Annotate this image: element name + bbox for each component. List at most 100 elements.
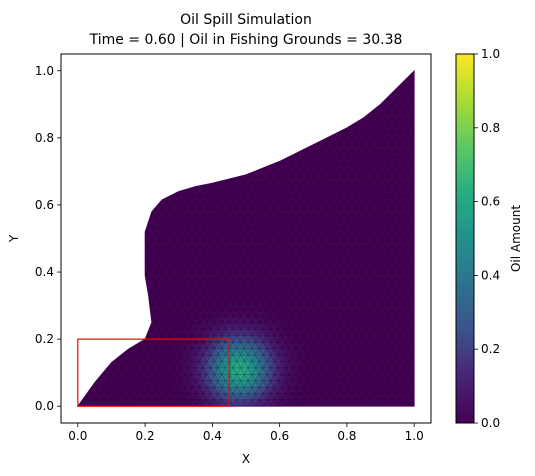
mesh-cell: [203, 373, 212, 381]
mesh-cell: [173, 271, 182, 279]
mesh-cell: [354, 380, 364, 388]
mesh-cell: [373, 246, 382, 253]
mesh-cell: [277, 406, 286, 407]
mesh-cell: [377, 252, 386, 260]
mesh-cell: [303, 188, 312, 196]
mesh-cell: [369, 163, 378, 170]
mesh-cell: [147, 201, 156, 209]
mesh-cell: [229, 341, 238, 349]
mesh-cell: [336, 348, 345, 356]
mesh-cell: [177, 188, 186, 196]
mesh-cell: [166, 406, 175, 407]
mesh-cell: [358, 207, 367, 215]
mesh-cell: [332, 329, 341, 337]
mesh-cell: [177, 303, 186, 311]
mesh-cell: [258, 329, 267, 337]
mesh-cell: [377, 354, 386, 362]
mesh-cell: [103, 405, 112, 407]
mesh-cell: [351, 258, 360, 266]
mesh-cell: [410, 354, 415, 362]
mesh-cell: [166, 361, 175, 369]
mesh-cell: [377, 137, 386, 145]
mesh-cell: [214, 405, 223, 407]
mesh-cell: [288, 290, 297, 298]
mesh-cell: [192, 380, 201, 388]
mesh-cell: [155, 303, 164, 311]
mesh-cell: [251, 329, 260, 337]
mesh-cell: [380, 118, 389, 126]
mesh-cell: [151, 271, 160, 279]
mesh-cell: [240, 182, 249, 190]
mesh-cell: [358, 386, 367, 394]
x-tick-label: 1.0: [405, 429, 424, 443]
mesh-cell: [269, 258, 278, 266]
mesh-cell: [321, 143, 330, 151]
mesh-cell: [295, 188, 304, 196]
mesh-cell: [369, 380, 378, 388]
mesh-cell: [377, 278, 386, 285]
mesh-cell: [343, 348, 352, 356]
mesh-cell: [362, 303, 371, 311]
mesh-cell: [354, 316, 364, 324]
mesh-cell: [410, 214, 415, 222]
mesh-cell: [155, 329, 164, 337]
mesh-cell: [229, 303, 238, 311]
mesh-cell: [266, 252, 275, 260]
mesh-cell: [210, 361, 219, 369]
mesh-cell: [340, 303, 349, 311]
mesh-cell: [280, 303, 290, 311]
colorbar-tick-label: 0.4: [481, 268, 500, 282]
mesh-cell: [155, 405, 164, 407]
mesh-cell: [173, 361, 182, 369]
mesh-cell: [388, 220, 397, 228]
mesh-cell: [240, 220, 249, 228]
y-axis-ticks: 0.0 0.2 0.4 0.6 0.8 1.0: [35, 64, 61, 413]
mesh-cell: [166, 220, 175, 228]
mesh-cell: [99, 406, 108, 407]
mesh-cell: [203, 182, 212, 190]
mesh-cell: [240, 246, 249, 253]
mesh-cell: [406, 73, 415, 81]
mesh-cell: [177, 316, 186, 324]
x-tick-label: 0.4: [203, 429, 222, 443]
mesh-cell: [262, 348, 271, 356]
mesh-cell: [358, 406, 367, 407]
mesh-cell: [303, 354, 312, 362]
mesh-cell: [173, 233, 182, 241]
mesh-cell: [395, 143, 404, 151]
mesh-cell: [321, 207, 330, 215]
mesh-cell: [351, 246, 360, 253]
mesh-cell: [395, 348, 404, 356]
mesh-cell: [251, 290, 260, 298]
mesh-cell: [336, 271, 345, 279]
mesh-cell: [103, 380, 112, 388]
mesh-cell: [340, 265, 349, 273]
mesh-cell: [343, 169, 352, 177]
mesh-cell: [358, 182, 367, 190]
mesh-cell: [147, 252, 156, 260]
mesh-cell: [336, 169, 345, 177]
mesh-cell: [299, 258, 308, 266]
mesh-cell: [266, 175, 275, 183]
mesh-cell: [247, 233, 256, 241]
mesh-cell: [240, 386, 249, 394]
mesh-cell: [280, 405, 290, 407]
mesh-cell: [114, 406, 123, 407]
mesh-cell: [203, 220, 212, 228]
mesh-cell: [332, 290, 341, 298]
mesh-cell: [221, 380, 230, 388]
mesh-cell: [184, 290, 193, 298]
mesh-cell: [251, 380, 260, 388]
mesh-cell: [95, 405, 105, 407]
mesh-cell: [266, 329, 275, 337]
mesh-cell: [203, 258, 212, 266]
mesh-cell: [280, 329, 290, 337]
mesh-cell: [221, 239, 230, 247]
mesh-cell: [354, 111, 364, 119]
mesh-cell: [284, 284, 293, 292]
mesh-cell: [77, 405, 82, 407]
mesh-cell: [280, 188, 290, 196]
mesh-cell: [258, 188, 267, 196]
mesh-cell: [317, 329, 327, 337]
mesh-cell: [140, 405, 149, 407]
